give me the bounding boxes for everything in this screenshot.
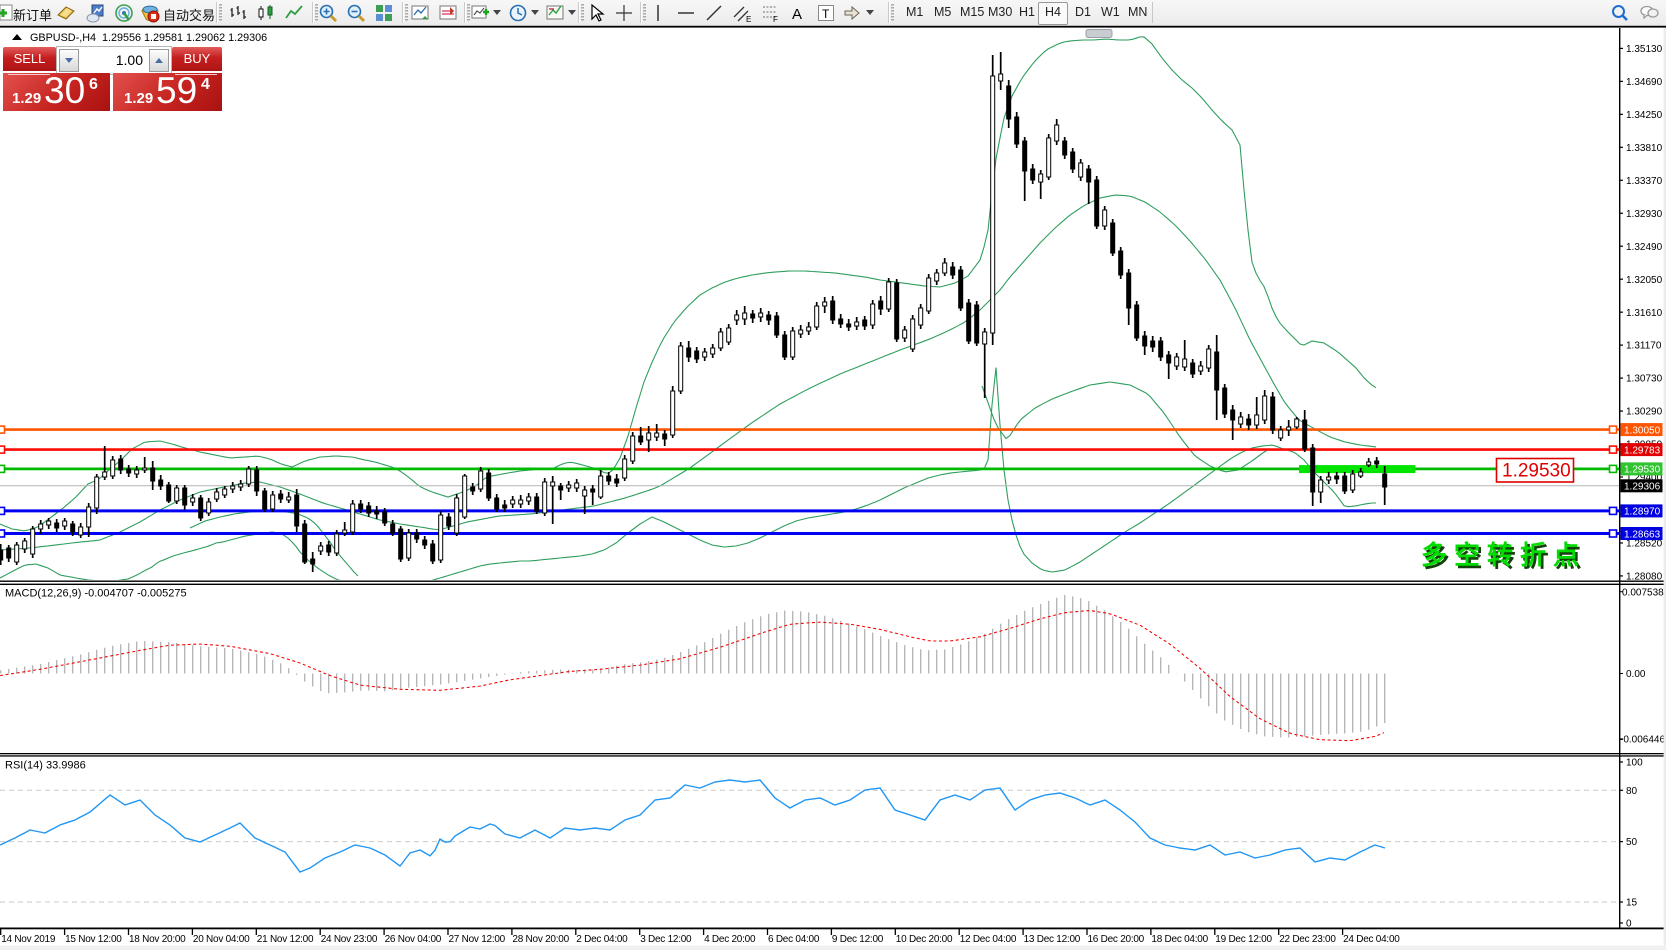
- svg-text:-0.006446: -0.006446: [1620, 735, 1665, 746]
- svg-text:20 Nov 04:00: 20 Nov 04:00: [193, 934, 250, 945]
- svg-text:1.33370: 1.33370: [1626, 176, 1663, 187]
- svg-text:多空转折点: 多空转折点: [1424, 543, 1589, 573]
- svg-text:1.34250: 1.34250: [1626, 110, 1663, 121]
- svg-text:80: 80: [1626, 786, 1638, 797]
- svg-text:1.29783: 1.29783: [1624, 445, 1661, 456]
- svg-text:28 Nov 20:00: 28 Nov 20:00: [512, 934, 569, 945]
- svg-text:13 Dec 12:00: 13 Dec 12:00: [1024, 934, 1081, 945]
- svg-text:9 Dec 12:00: 9 Dec 12:00: [832, 934, 884, 945]
- svg-text:1.29306: 1.29306: [1624, 482, 1661, 493]
- svg-text:1.28080: 1.28080: [1626, 572, 1663, 583]
- svg-text:22 Dec 23:00: 22 Dec 23:00: [1279, 934, 1336, 945]
- svg-text:27 Nov 12:00: 27 Nov 12:00: [449, 934, 506, 945]
- svg-text:24 Nov 23:00: 24 Nov 23:00: [321, 934, 378, 945]
- svg-text:24 Dec 04:00: 24 Dec 04:00: [1343, 934, 1400, 945]
- svg-text:2 Dec 04:00: 2 Dec 04:00: [576, 934, 628, 945]
- svg-text:1.30290: 1.30290: [1626, 407, 1663, 418]
- svg-text:0: 0: [1626, 919, 1632, 930]
- svg-text:100: 100: [1626, 758, 1643, 769]
- svg-text:1.31170: 1.31170: [1626, 341, 1662, 352]
- svg-text:1.30050: 1.30050: [1624, 425, 1661, 436]
- svg-text:12 Dec 04:00: 12 Dec 04:00: [960, 934, 1017, 945]
- svg-text:1.29530: 1.29530: [1502, 461, 1571, 482]
- svg-text:18 Dec 04:00: 18 Dec 04:00: [1151, 934, 1208, 945]
- svg-text:1.33810: 1.33810: [1626, 143, 1663, 154]
- svg-text:0.00: 0.00: [1626, 669, 1646, 680]
- svg-text:0.007538: 0.007538: [1622, 587, 1664, 598]
- svg-text:16 Dec 20:00: 16 Dec 20:00: [1088, 934, 1145, 945]
- svg-text:1.28663: 1.28663: [1624, 529, 1661, 540]
- svg-text:GBPUSD-,H4 1.29556 1.29581 1.: GBPUSD-,H4 1.29556 1.29581 1.29062 1.293…: [30, 32, 267, 44]
- svg-text:3 Dec 12:00: 3 Dec 12:00: [640, 934, 692, 945]
- svg-text:6 Dec 04:00: 6 Dec 04:00: [768, 934, 820, 945]
- svg-text:T: T: [822, 7, 830, 21]
- svg-text:1.35130: 1.35130: [1626, 44, 1663, 55]
- svg-text:1.29530: 1.29530: [1624, 465, 1661, 476]
- svg-text:14 Nov 2019: 14 Nov 2019: [1, 934, 56, 945]
- svg-text:1.28970: 1.28970: [1624, 507, 1661, 518]
- svg-text:E: E: [746, 15, 751, 23]
- svg-text:10 Dec 20:00: 10 Dec 20:00: [896, 934, 953, 945]
- svg-text:1.32050: 1.32050: [1626, 275, 1663, 286]
- svg-text:18 Nov 20:00: 18 Nov 20:00: [129, 934, 186, 945]
- svg-text:21 Nov 12:00: 21 Nov 12:00: [257, 934, 314, 945]
- svg-text:多空转折点: 多空转折点: [1421, 540, 1586, 570]
- svg-text:A: A: [792, 6, 802, 23]
- svg-text:1.34690: 1.34690: [1626, 77, 1663, 88]
- svg-text:RSI(14) 33.9986: RSI(14) 33.9986: [5, 760, 86, 772]
- svg-text:1.32490: 1.32490: [1626, 242, 1663, 253]
- svg-text:1.30730: 1.30730: [1626, 374, 1663, 385]
- svg-text:1.31610: 1.31610: [1626, 308, 1663, 319]
- svg-text:15 Nov 12:00: 15 Nov 12:00: [65, 934, 122, 945]
- svg-text:1.32930: 1.32930: [1626, 209, 1663, 220]
- svg-text:F: F: [773, 15, 778, 23]
- svg-text:19 Dec 12:00: 19 Dec 12:00: [1215, 934, 1272, 945]
- svg-text:15: 15: [1626, 898, 1638, 909]
- svg-text:1.29400: 1.29400: [1626, 473, 1663, 484]
- svg-text:MACD(12,26,9) -0.004707 -0.005: MACD(12,26,9) -0.004707 -0.005275: [5, 588, 187, 600]
- svg-text:1.28520: 1.28520: [1626, 539, 1663, 550]
- svg-text:50: 50: [1626, 837, 1638, 848]
- svg-text:4 Dec 20:00: 4 Dec 20:00: [704, 934, 756, 945]
- svg-text:26 Nov 04:00: 26 Nov 04:00: [385, 934, 442, 945]
